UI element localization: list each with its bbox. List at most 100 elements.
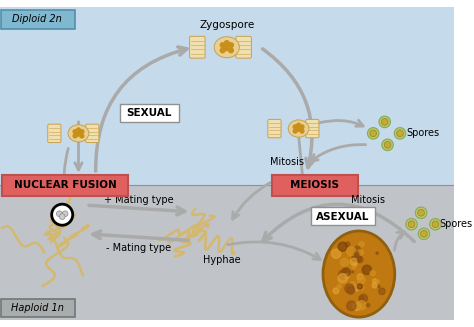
Circle shape [358, 250, 364, 255]
FancyBboxPatch shape [86, 124, 99, 143]
Circle shape [77, 128, 81, 132]
Circle shape [430, 218, 441, 230]
Circle shape [300, 129, 304, 133]
Text: + Mating type: + Mating type [104, 195, 173, 205]
Circle shape [367, 128, 379, 139]
Circle shape [333, 288, 339, 294]
Text: Zygospore: Zygospore [199, 20, 255, 30]
Circle shape [418, 228, 430, 240]
Circle shape [384, 142, 391, 148]
Circle shape [397, 130, 403, 137]
Circle shape [354, 285, 359, 291]
Ellipse shape [68, 125, 89, 142]
Circle shape [359, 294, 367, 302]
Circle shape [220, 43, 225, 47]
Circle shape [370, 270, 375, 276]
Circle shape [376, 252, 378, 254]
Circle shape [73, 130, 77, 133]
Circle shape [379, 288, 385, 295]
Circle shape [340, 258, 348, 267]
Circle shape [379, 116, 391, 128]
Circle shape [408, 221, 415, 228]
Circle shape [293, 129, 297, 133]
Text: Spores: Spores [407, 129, 440, 138]
Circle shape [342, 267, 351, 277]
Circle shape [352, 253, 361, 263]
Circle shape [225, 41, 229, 45]
Circle shape [80, 134, 84, 138]
Circle shape [80, 130, 84, 133]
Text: Spores: Spores [439, 219, 473, 229]
Circle shape [338, 274, 347, 283]
Ellipse shape [323, 231, 395, 317]
Circle shape [228, 43, 233, 47]
Circle shape [432, 221, 439, 228]
Circle shape [352, 266, 355, 269]
Circle shape [347, 267, 350, 270]
Circle shape [350, 258, 357, 266]
FancyBboxPatch shape [306, 119, 319, 138]
Circle shape [337, 284, 341, 288]
Circle shape [359, 285, 364, 290]
Circle shape [362, 265, 372, 274]
Circle shape [355, 246, 360, 252]
Circle shape [331, 249, 341, 258]
Circle shape [342, 268, 350, 277]
Circle shape [415, 207, 427, 218]
Text: Hyphae: Hyphae [203, 255, 241, 265]
Circle shape [220, 48, 225, 53]
Circle shape [346, 247, 356, 256]
Circle shape [346, 301, 356, 311]
Circle shape [382, 139, 393, 150]
Text: ASEXUAL: ASEXUAL [316, 212, 369, 222]
FancyBboxPatch shape [1, 10, 74, 29]
Circle shape [293, 125, 297, 129]
FancyBboxPatch shape [272, 175, 358, 196]
Text: SEXUAL: SEXUAL [127, 108, 172, 118]
Circle shape [359, 296, 364, 301]
Circle shape [373, 279, 377, 284]
Circle shape [56, 211, 62, 216]
Circle shape [357, 276, 365, 284]
Circle shape [297, 128, 301, 131]
Circle shape [406, 218, 417, 230]
Circle shape [300, 125, 304, 129]
Circle shape [418, 209, 424, 216]
Circle shape [357, 284, 363, 289]
FancyBboxPatch shape [48, 124, 61, 143]
Circle shape [338, 270, 347, 279]
Circle shape [370, 130, 376, 137]
Circle shape [228, 48, 233, 53]
Circle shape [372, 283, 377, 288]
Circle shape [382, 118, 388, 125]
Circle shape [357, 274, 363, 280]
Circle shape [347, 286, 355, 294]
Circle shape [357, 257, 363, 263]
Circle shape [338, 242, 347, 251]
Circle shape [359, 242, 364, 247]
FancyBboxPatch shape [311, 207, 375, 225]
Text: Mitosis: Mitosis [351, 195, 385, 205]
Text: NUCLEAR FUSION: NUCLEAR FUSION [14, 181, 117, 190]
Circle shape [77, 132, 81, 136]
FancyBboxPatch shape [268, 119, 281, 138]
Circle shape [377, 285, 380, 287]
Circle shape [353, 262, 357, 266]
Circle shape [352, 271, 354, 273]
Ellipse shape [214, 37, 239, 58]
Circle shape [345, 273, 349, 278]
Text: Diploid 2n: Diploid 2n [12, 14, 62, 25]
Circle shape [225, 46, 229, 51]
Circle shape [394, 128, 406, 139]
Ellipse shape [288, 120, 309, 137]
FancyBboxPatch shape [2, 175, 128, 196]
Circle shape [345, 284, 354, 293]
FancyBboxPatch shape [190, 36, 205, 58]
Circle shape [420, 231, 427, 237]
Circle shape [59, 214, 65, 219]
Text: - Mating type: - Mating type [106, 243, 171, 253]
Text: MEIOSIS: MEIOSIS [291, 181, 339, 190]
Circle shape [357, 301, 366, 310]
Circle shape [377, 280, 380, 283]
Circle shape [52, 204, 73, 225]
